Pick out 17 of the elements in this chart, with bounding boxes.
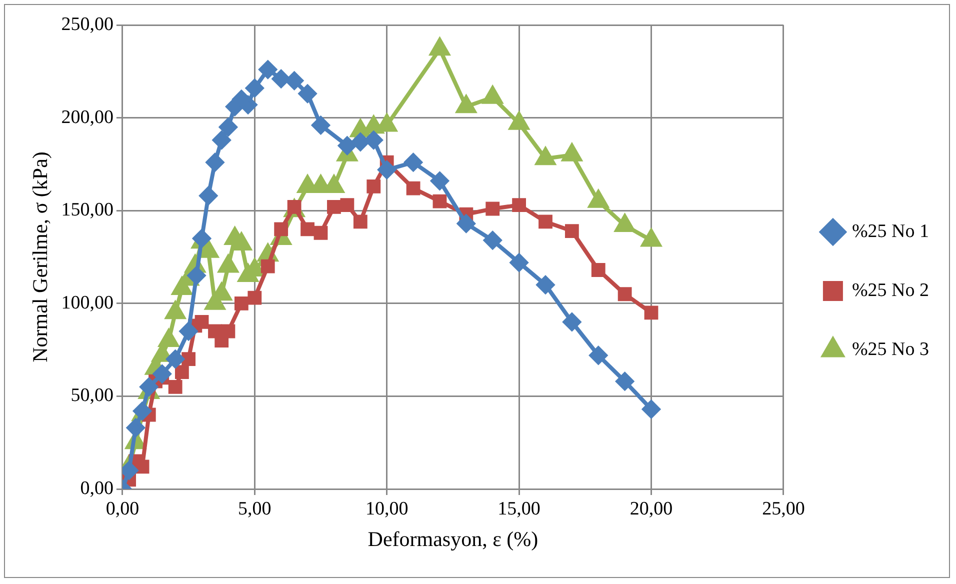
- y-tick-label: 250,00: [61, 14, 114, 35]
- y-tick-label: 100,00: [61, 292, 114, 314]
- x-tick-label: 5,00: [238, 498, 272, 520]
- y-tick-label: 150,00: [61, 200, 114, 221]
- legend-label: %25 No 1: [852, 220, 930, 242]
- x-tick-label: 25,00: [762, 498, 805, 520]
- x-tick-label: 0,00: [106, 498, 140, 520]
- y-tick-label: 50,00: [70, 385, 114, 406]
- x-tick-label: 20,00: [630, 498, 673, 520]
- legend-label: %25 No 3: [852, 338, 930, 360]
- y-tick-label: 200,00: [61, 106, 114, 128]
- legend-label: %25 No 2: [852, 280, 930, 301]
- x-axis-title: Deformasyon, ε (%): [368, 526, 538, 551]
- x-tick-label: 15,00: [498, 498, 540, 520]
- x-tick-label: 10,00: [365, 498, 408, 520]
- y-axis-title: Normal Gerilme, σ (kPa): [28, 152, 52, 362]
- y-tick-label: 0,00: [80, 478, 114, 499]
